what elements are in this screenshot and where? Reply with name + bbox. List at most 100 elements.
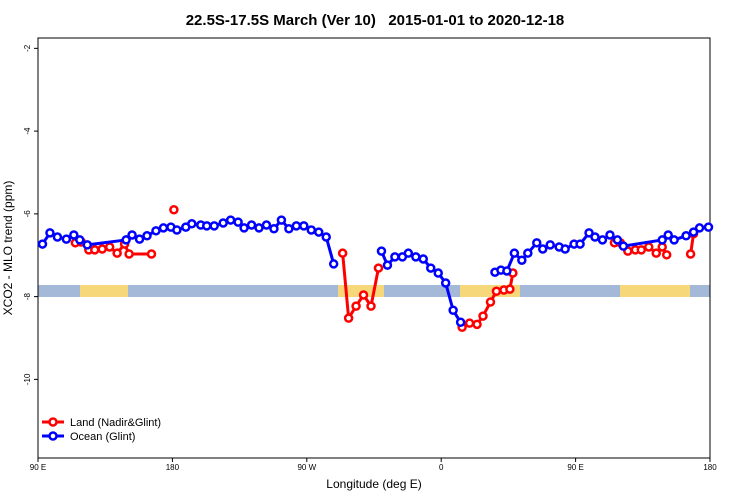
data-point	[299, 221, 309, 231]
data-point	[376, 246, 387, 256]
data-point	[146, 249, 157, 259]
data-point	[112, 248, 122, 258]
data-point	[505, 284, 515, 294]
data-point	[597, 235, 608, 245]
data-point	[121, 235, 131, 245]
data-point	[69, 230, 79, 240]
y-tick-label: -8	[23, 293, 32, 301]
data-point	[239, 223, 249, 233]
data-point	[491, 286, 502, 296]
data-point	[433, 268, 443, 278]
data-point	[75, 235, 85, 245]
data-point	[448, 305, 458, 316]
data-point	[351, 301, 361, 311]
data-point	[82, 240, 93, 250]
x-tick-label: 90 E	[567, 463, 583, 472]
data-point	[97, 244, 107, 254]
x-tick-label: 0	[439, 463, 444, 472]
land-band	[620, 285, 690, 297]
data-point	[358, 290, 369, 300]
data-point	[89, 245, 100, 255]
land-band	[80, 285, 128, 297]
data-point	[651, 248, 661, 258]
data-point	[104, 242, 115, 252]
chart-title: 22.5S-17.5S March (Ver 10) 2015-01-01 to…	[186, 12, 565, 29]
data-point	[218, 218, 228, 228]
data-point	[703, 222, 714, 232]
data-point	[517, 255, 527, 265]
data-point	[169, 204, 179, 215]
data-point	[590, 232, 600, 242]
data-point	[52, 232, 63, 242]
y-tick-label: -2	[23, 44, 32, 52]
legend-label: Land (Nadir&Glint)	[70, 417, 161, 429]
data-point	[694, 223, 705, 233]
data-point	[233, 217, 243, 227]
data-point	[502, 266, 512, 276]
data-point	[661, 250, 672, 260]
x-tick-label: 90 E	[30, 463, 46, 472]
data-point	[225, 215, 236, 225]
y-tick-label: -4	[23, 127, 32, 135]
data-point	[158, 223, 169, 233]
data-point	[337, 248, 348, 258]
data-point	[669, 235, 679, 245]
data-point	[464, 318, 475, 328]
data-point	[313, 227, 324, 237]
legend-marker	[48, 431, 58, 441]
data-point	[605, 230, 615, 240]
data-point	[172, 225, 182, 235]
data-point	[284, 224, 294, 234]
data-point	[127, 230, 137, 240]
y-axis-label: XCO2 - MLO trend (ppm)	[1, 181, 15, 316]
data-point	[425, 263, 436, 273]
data-point	[390, 252, 400, 262]
data-point	[373, 263, 384, 273]
plot-frame	[37, 37, 711, 459]
data-point	[269, 224, 279, 234]
data-point	[291, 221, 302, 231]
x-tick-label: 90 W	[297, 463, 316, 472]
x-tick-label: 180	[166, 463, 180, 472]
x-axis-label: Longitude (deg E)	[326, 477, 421, 491]
data-point	[366, 301, 376, 311]
data-point	[418, 254, 429, 264]
data-point	[246, 220, 257, 230]
data-point	[187, 219, 197, 229]
data-point	[663, 230, 673, 240]
data-point	[328, 259, 339, 269]
data-point	[560, 244, 570, 254]
data-point	[575, 239, 585, 249]
data-point	[636, 245, 647, 255]
data-point	[276, 215, 287, 225]
data-point	[523, 248, 533, 258]
data-point	[151, 226, 161, 236]
data-point	[681, 231, 691, 241]
y-tick-label: -6	[23, 210, 32, 218]
data-point	[537, 244, 548, 254]
legend-marker	[48, 417, 58, 427]
data-point	[584, 228, 594, 238]
data-point	[478, 311, 488, 321]
data-point	[455, 317, 466, 328]
data-point	[657, 235, 667, 245]
data-point	[61, 234, 72, 244]
data-point	[509, 248, 520, 258]
data-point	[532, 238, 542, 248]
data-point	[411, 252, 421, 262]
data-point	[545, 240, 555, 250]
data-point	[618, 241, 629, 251]
data-point	[440, 278, 451, 288]
x-tick-label: 180	[703, 463, 717, 472]
data-point	[321, 232, 331, 242]
data-point	[343, 313, 354, 323]
y-tick-label: -10	[23, 373, 32, 385]
data-point	[45, 228, 55, 238]
data-point	[644, 242, 654, 252]
data-point	[201, 221, 212, 231]
data-point	[485, 297, 496, 307]
data-point	[612, 235, 623, 245]
data-point	[685, 249, 696, 259]
data-point	[142, 231, 152, 241]
